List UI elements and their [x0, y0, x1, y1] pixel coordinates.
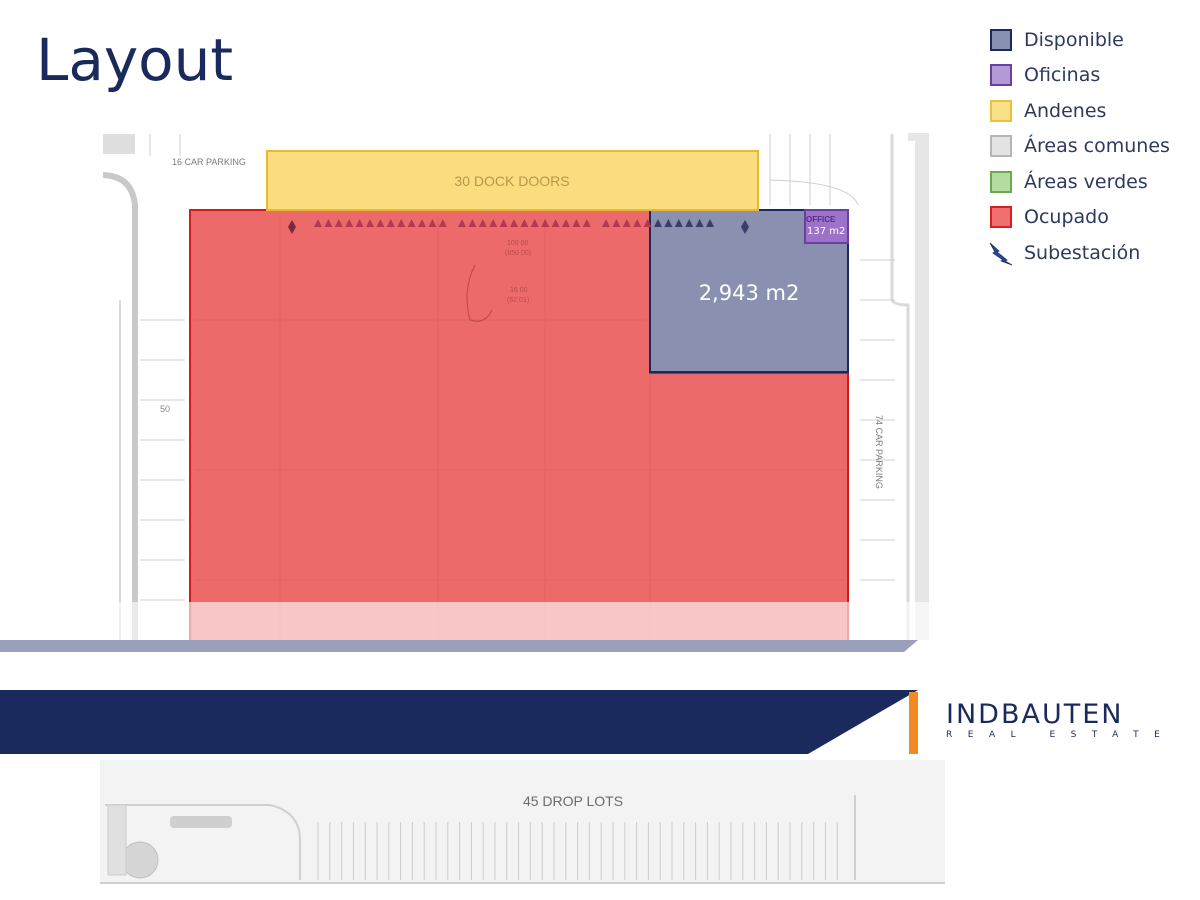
- dock-door-marker: [582, 219, 591, 227]
- dock-area: [266, 150, 759, 211]
- legend-item-andenes: Andenes: [990, 93, 1170, 129]
- legend-label: Andenes: [1024, 99, 1107, 122]
- footer-navy-band: [0, 690, 918, 754]
- available-area-label: 2,943 m2: [699, 281, 800, 305]
- dock-door-marker: [345, 219, 354, 227]
- legend-label: Subestación: [1024, 241, 1141, 264]
- legend-swatch-ocupado: [990, 206, 1012, 229]
- dock-door-marker: [695, 219, 704, 227]
- dock-door-marker: [458, 219, 466, 227]
- legend-label: Ocupado: [1024, 206, 1109, 229]
- dock-door-marker: [685, 219, 694, 227]
- dock-door-marker: [489, 219, 498, 227]
- dock-door-marker: [622, 219, 631, 227]
- dock-door-marker: [510, 219, 518, 227]
- svg-text:100 00: 100 00: [507, 240, 529, 247]
- dock-door-marker: [478, 219, 487, 227]
- accent-orange-bar: [909, 692, 918, 754]
- page-title: Layout: [36, 26, 234, 94]
- legend-label: Disponible: [1024, 28, 1124, 51]
- dock-door-marker: [612, 219, 621, 227]
- dock-door-marker: [468, 219, 477, 227]
- legend-swatch-areas-comunes: [990, 135, 1012, 158]
- dock-door-marker: [551, 219, 560, 227]
- legend: Disponible Oficinas Andenes Áreas comune…: [989, 22, 1170, 271]
- office-area: [804, 209, 849, 244]
- dock-door-marker: [499, 219, 508, 227]
- footer-stripe-light: [0, 640, 918, 652]
- dock-door-marker: [541, 219, 550, 227]
- legend-swatch-disponible: [990, 28, 1012, 51]
- footer-band: [0, 640, 1200, 754]
- dock-door-marker: [407, 219, 416, 227]
- drop-lot-stripes: [317, 822, 838, 880]
- dock-door-marker: [376, 219, 385, 227]
- legend-label: Oficinas: [1024, 64, 1101, 87]
- dock-door-marker: [706, 219, 714, 227]
- dock-door-marker: [428, 219, 437, 227]
- legend-item-areas-verdes: Áreas verdes: [990, 164, 1170, 200]
- dock-door-marker: [438, 219, 447, 227]
- dock-door-marker: [530, 219, 539, 227]
- dock-door-marker: [355, 219, 364, 227]
- dock-doors-row: [314, 219, 714, 227]
- dock-door-marker: [674, 219, 683, 227]
- brand-name: INDBAUTEN: [946, 699, 1124, 730]
- svg-text:(850 00): (850 00): [505, 250, 531, 257]
- dock-door-marker: [643, 219, 652, 227]
- dock-door-marker: [654, 219, 662, 227]
- office-area-label: 137 m2: [807, 226, 845, 237]
- floor-plan: 16 CAR PARKING 50 74 CAR PARKING 100 00 …: [100, 133, 945, 884]
- drop-lots-label: 45 DROP LOTS: [523, 793, 623, 809]
- dock-door-marker: [562, 219, 570, 227]
- dock-door-marker: [366, 219, 374, 227]
- dock-door-marker: [664, 219, 673, 227]
- dock-label: 30 DOCK DOORS: [454, 173, 569, 189]
- legend-swatch-areas-verdes: [990, 170, 1012, 193]
- parking-top-label: 16 CAR PARKING: [172, 157, 246, 167]
- legend-item-areas-comunes: Áreas comunes: [990, 129, 1170, 165]
- dock-door-marker: [520, 219, 529, 227]
- legend-item-ocupado: Ocupado: [990, 200, 1170, 236]
- dock-door-marker: [602, 219, 610, 227]
- legend-swatch-oficinas: [990, 64, 1012, 87]
- office-label: OFFICE: [806, 215, 836, 224]
- legend-item-disponible: Disponible: [990, 22, 1170, 58]
- dock-door-marker: [397, 219, 406, 227]
- legend-item-subestacion: Subestación: [989, 235, 1170, 271]
- parking-right-label: 74 CAR PARKING: [874, 415, 884, 489]
- dock-door-marker: [386, 219, 395, 227]
- dock-door-marker: [572, 219, 581, 227]
- dock-door-marker: [334, 219, 343, 227]
- interior-sketch: 100 00 (850 00) 16 00 (52 01): [466, 240, 531, 322]
- legend-swatch-andenes: [990, 99, 1012, 122]
- legend-label: Áreas verdes: [1024, 170, 1148, 193]
- dock-door-marker: [314, 219, 322, 227]
- legend-label: Áreas comunes: [1024, 135, 1170, 158]
- svg-text:16 00: 16 00: [510, 287, 528, 294]
- brand-logo: INDBAUTEN REAL ESTATE: [946, 699, 1186, 741]
- side-number-label: 50: [160, 404, 170, 414]
- brand-tagline: REAL ESTATE: [946, 730, 1176, 740]
- svg-text:(52 01): (52 01): [507, 297, 529, 304]
- dock-door-marker: [418, 219, 426, 227]
- site-background: [102, 133, 929, 640]
- column-grid: [195, 215, 845, 640]
- footer-white-band: [0, 652, 1200, 690]
- dock-door-marker: [633, 219, 642, 227]
- dock-door-markers: [288, 220, 749, 234]
- legend-item-oficinas: Oficinas: [990, 58, 1170, 94]
- drop-lots-area: [100, 760, 945, 884]
- dock-door-marker: [324, 219, 333, 227]
- lightning-bolt-icon: [989, 242, 1013, 266]
